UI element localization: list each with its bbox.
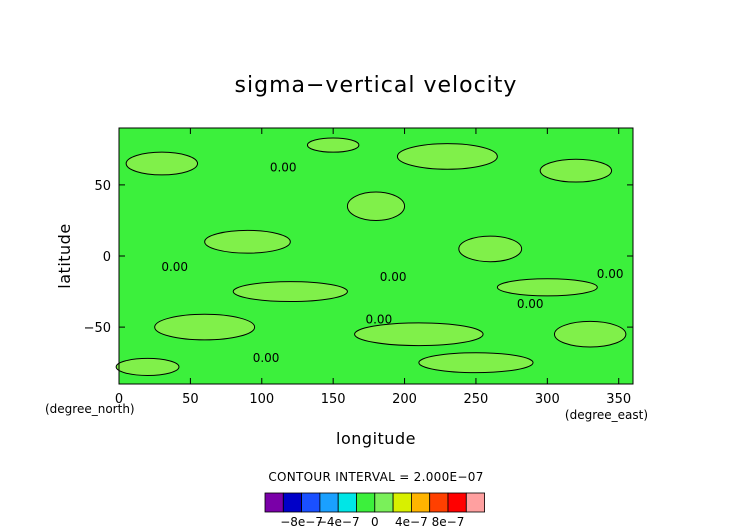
contour-region <box>154 313 256 341</box>
colorbar-swatch <box>319 492 339 513</box>
colorbar: −8e−7−4e−7 0 4e−7 8e−7 <box>264 492 485 529</box>
contour-region <box>204 229 291 254</box>
x-tick-label: 0 <box>115 392 123 407</box>
x-tick-label: 300 <box>535 392 560 407</box>
colorbar-swatch <box>264 492 284 513</box>
colorbar-swatch <box>465 492 485 513</box>
contour-region <box>125 151 199 176</box>
x-axis-ticks: 0 50 100 150 200 250 300 350 <box>115 128 631 407</box>
colorbar-swatch <box>392 492 412 513</box>
y-tick-label: 0 <box>103 250 111 265</box>
contour-region <box>553 320 627 348</box>
x-tick-label: 250 <box>464 392 489 407</box>
contour-label: 0.00 <box>365 313 392 327</box>
contour-label: 0.00 <box>380 270 407 284</box>
x-axis-unit: (degree_east) <box>565 408 648 422</box>
x-tick-label: 200 <box>392 392 417 407</box>
colorbar-swatch <box>374 492 394 513</box>
colorbar-tick-label: −4e−7 <box>317 515 360 529</box>
contour-labels: 0.00 0.00 0.00 0.00 0.00 0.00 0.00 <box>161 160 623 365</box>
contour-region <box>346 191 406 221</box>
contour-interval-text: CONTOUR INTERVAL = 2.000E−07 <box>268 470 483 484</box>
colorbar-swatch <box>356 492 376 513</box>
chart-title: sigma−vertical velocity <box>235 73 518 98</box>
colorbar-tick-label: 4e−7 <box>395 515 428 529</box>
colorbar-swatch <box>410 492 431 513</box>
colorbar-swatch <box>301 492 321 513</box>
x-tick-label: 50 <box>182 392 199 407</box>
y-axis-ticks: 50 0 −50 <box>84 179 633 336</box>
contour-label: 0.00 <box>161 260 188 274</box>
y-tick-label: 50 <box>94 179 111 194</box>
contour-region <box>496 278 598 297</box>
contour-region <box>539 158 613 183</box>
x-tick-label: 100 <box>249 392 274 407</box>
contour-region <box>396 143 498 170</box>
contour-region <box>354 322 484 347</box>
colorbar-tick-label: −8e−7 <box>280 515 323 529</box>
contour-region <box>458 235 523 263</box>
colorbar-tick-label: 0 <box>371 515 379 529</box>
y-tick-label: −50 <box>84 321 111 336</box>
colorbar-swatch <box>447 492 467 513</box>
colorbar-swatch <box>337 492 357 513</box>
colorbar-tick-label: 8e−7 <box>432 515 465 529</box>
contour-regions <box>115 137 627 376</box>
x-axis-title: longitude <box>336 429 416 448</box>
contour-region <box>232 281 348 303</box>
contour-label: 0.00 <box>597 267 624 281</box>
x-tick-label: 150 <box>321 392 346 407</box>
contour-region <box>115 357 180 376</box>
contour-label: 0.00 <box>517 297 544 311</box>
contour-region <box>418 352 534 374</box>
colorbar-swatch <box>429 492 449 513</box>
y-axis-unit: (degree_north) <box>45 402 135 416</box>
x-tick-label: 350 <box>606 392 631 407</box>
y-axis-title: latitude <box>55 223 74 288</box>
contour-label: 0.00 <box>253 351 280 365</box>
contour-label: 0.00 <box>270 160 297 174</box>
contour-region <box>306 137 360 153</box>
colorbar-swatch <box>282 492 302 513</box>
plot-area: 0.00 0.00 0.00 0.00 0.00 0.00 0.00 <box>115 127 634 385</box>
